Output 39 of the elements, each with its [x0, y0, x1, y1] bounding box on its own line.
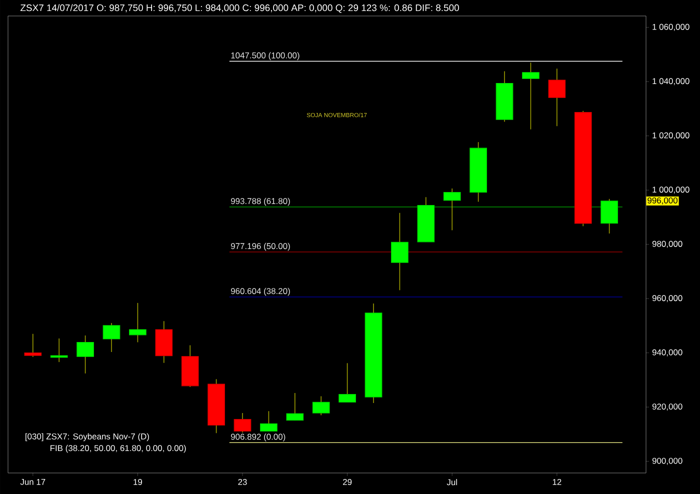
candlestick	[102, 322, 120, 352]
annotation: 993.788 (61.80)	[231, 198, 290, 206]
candlestick	[260, 410, 278, 432]
x-tick-label: 23	[238, 479, 247, 485]
y-tick-label: 920,000	[652, 404, 682, 411]
annotation: 977.196 (50.00)	[231, 242, 290, 251]
x-tick-label: Jul	[446, 479, 457, 486]
y-tick-label: 940,000	[652, 349, 682, 356]
y-tick-label: 1 040,000	[652, 78, 690, 86]
y-tick-label: 1 060,000	[652, 24, 690, 31]
annotation: [030] ZSX7: Soybeans Nov-7 (D)	[26, 433, 149, 442]
candlestick	[24, 333, 42, 358]
y-tick-label: 960,000	[652, 295, 682, 302]
y-tick-label: 980,000	[652, 240, 682, 248]
candlestick	[443, 188, 461, 231]
candlestick	[522, 62, 540, 130]
candlestick	[76, 335, 94, 374]
y-tick-label: 1 020,000	[652, 132, 690, 140]
annotation: 960.604 (38.20)	[231, 288, 290, 296]
x-tick-label: 29	[343, 479, 352, 485]
annotation: FIB (38.20, 50.00, 61.80, 0.00, 0.00)	[50, 444, 186, 453]
annotation: 1047.500 (100.00)	[231, 52, 300, 60]
annotation: 906.892 (0.00)	[231, 434, 286, 442]
y-tick-label: 900,000	[652, 458, 682, 465]
candlestick	[50, 338, 68, 362]
candlestick	[391, 212, 408, 291]
x-tick-label: 12	[552, 479, 562, 485]
candlestick	[338, 362, 356, 403]
x-tick-label: Jun 17	[20, 479, 46, 485]
candlestick	[548, 68, 566, 126]
candlestick	[286, 392, 304, 421]
y-tick-label: 1 000,000	[652, 186, 690, 194]
candlestick	[600, 198, 618, 234]
candlestick	[129, 302, 146, 343]
chart-title: ZSX7 14/07/2017 O: 987,750 H: 996,750 L: 984,000 C: 996,000 AP: 0,000 Q: 29 123 %: 0.86 DIF: 8.500	[20, 4, 459, 13]
x-tick-label: 19	[134, 479, 142, 485]
candlestick	[234, 412, 252, 433]
text: 996,000	[648, 197, 678, 204]
candlestick	[312, 396, 330, 416]
